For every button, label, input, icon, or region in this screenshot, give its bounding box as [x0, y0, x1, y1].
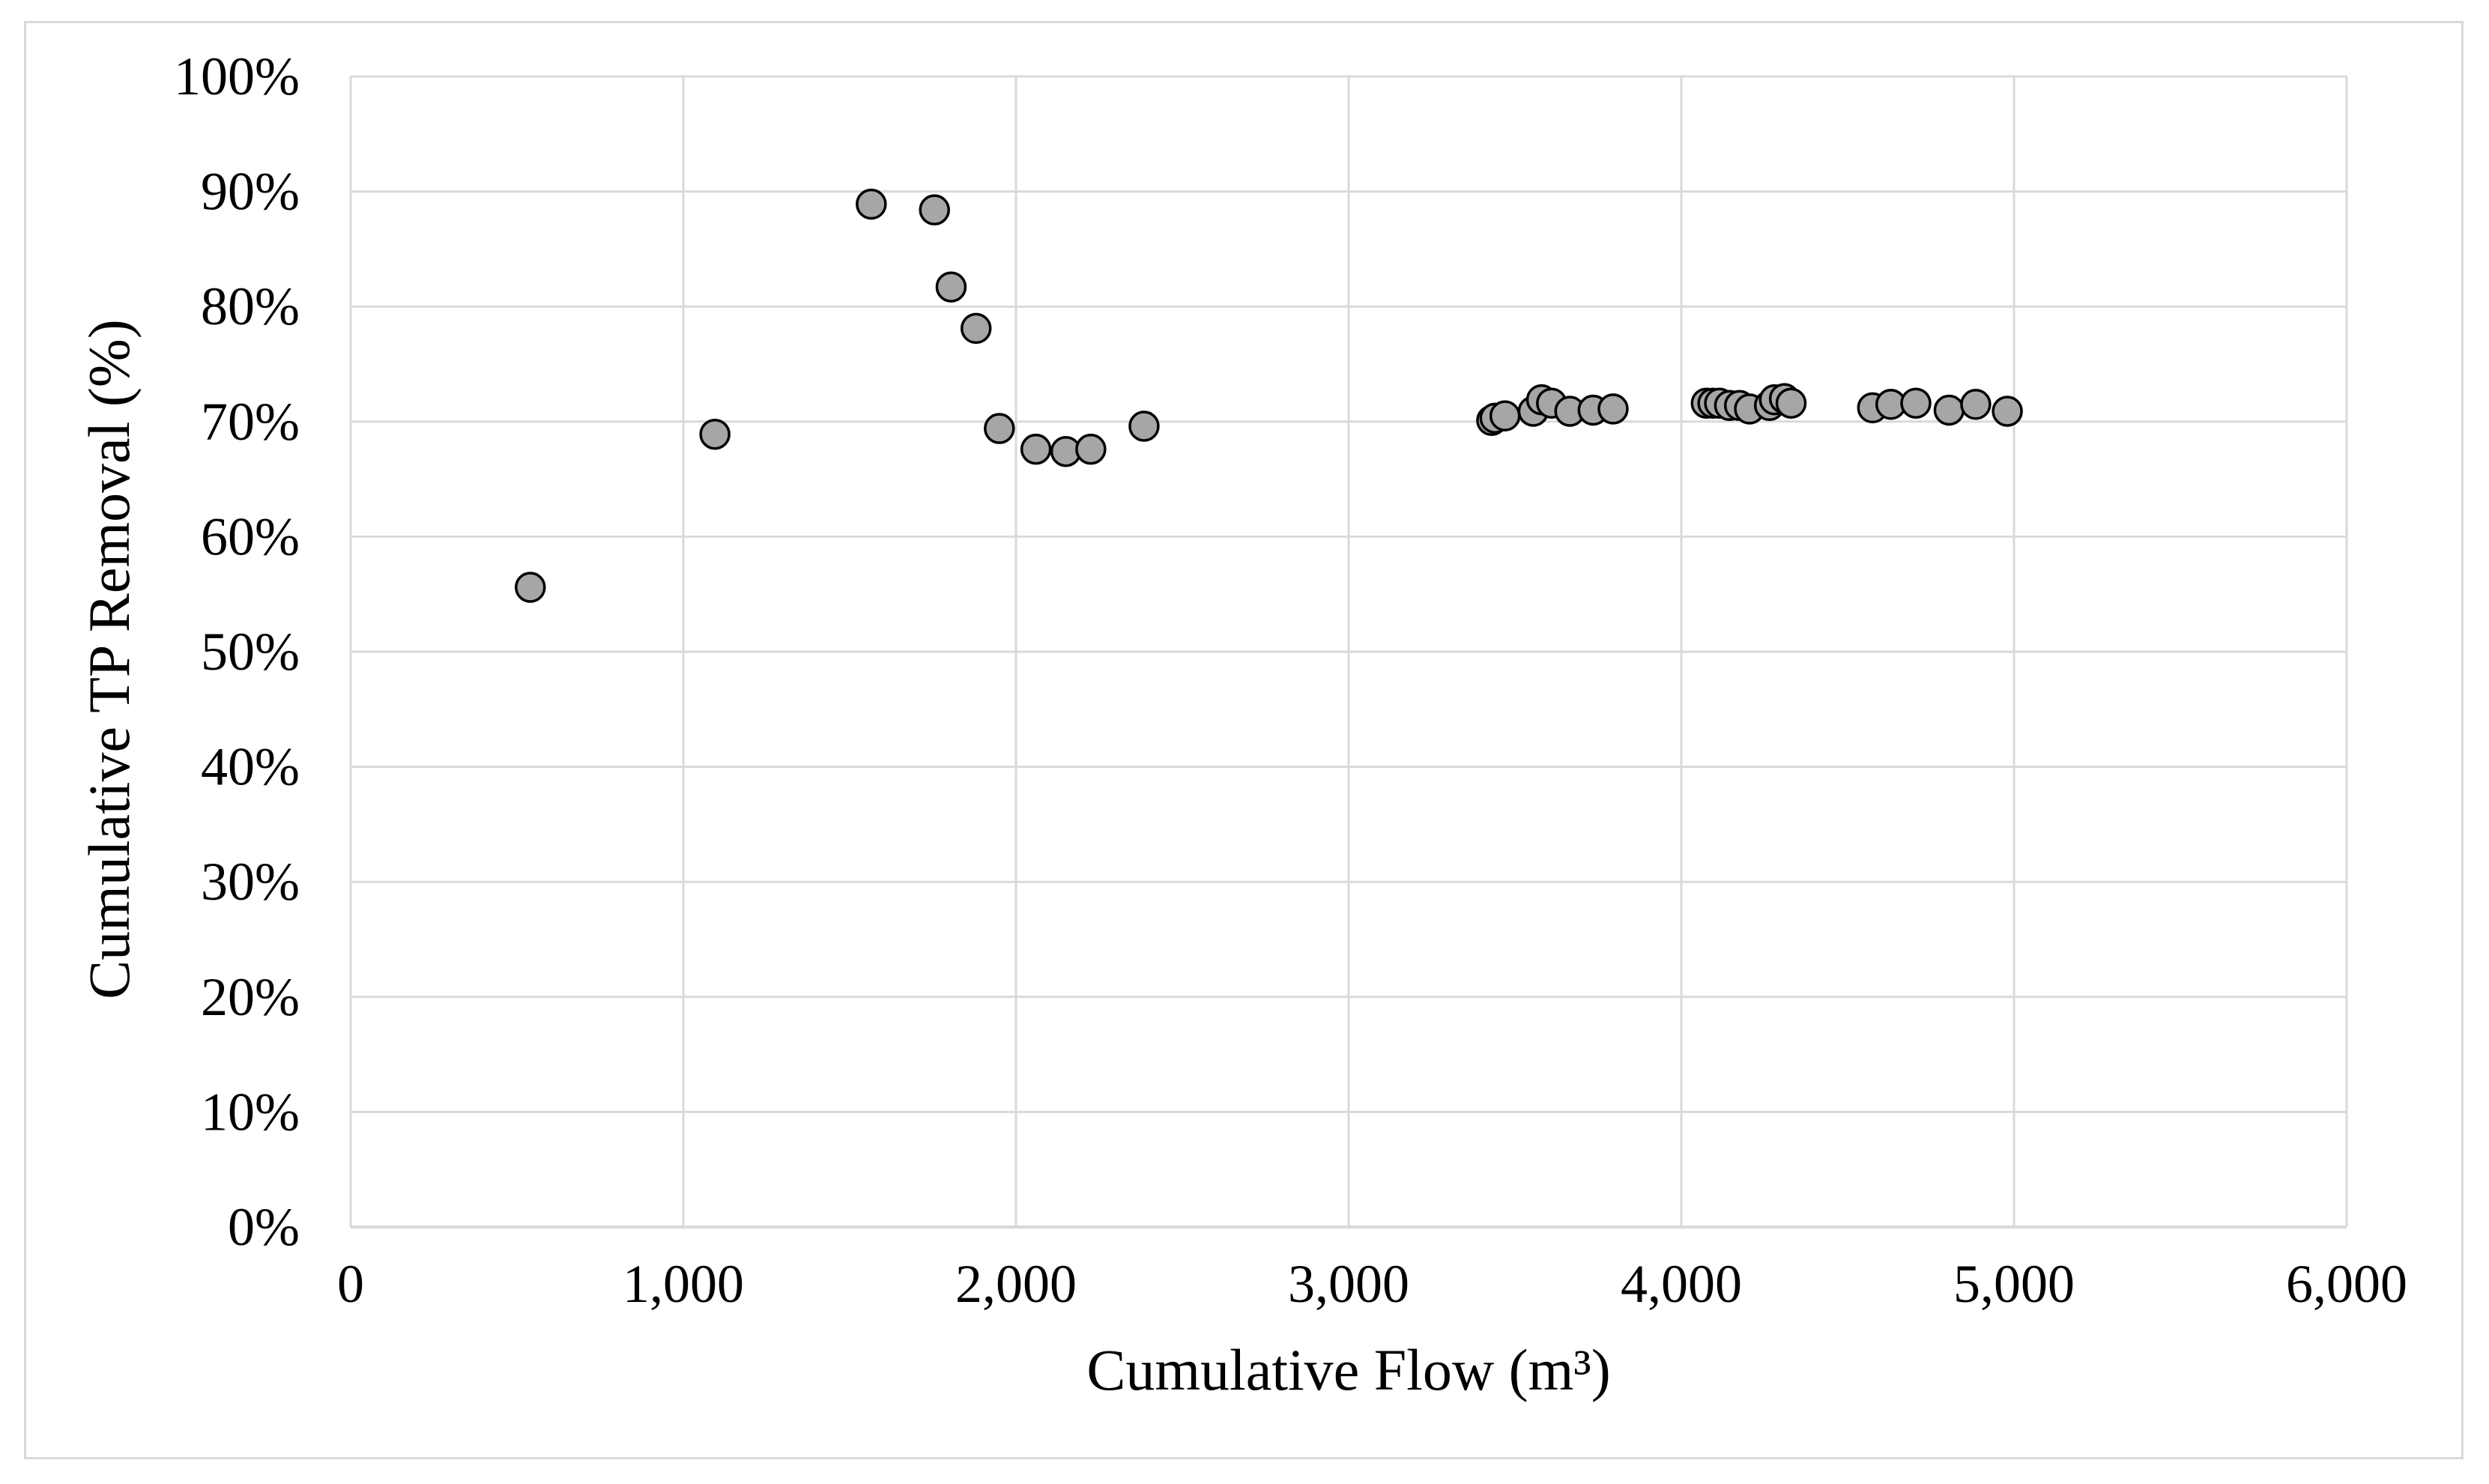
x-tick-label: 4,000	[1621, 1254, 1742, 1314]
data-point	[1597, 393, 1629, 425]
chart-frame	[24, 21, 2464, 1459]
y-tick-label: 70%	[201, 392, 300, 452]
x-axis-title: Cumulative Flow (m³)	[1086, 1337, 1610, 1402]
y-axis-title: Cumulative TP Removal (%)	[76, 319, 142, 999]
data-point	[935, 271, 967, 303]
data-point	[1900, 387, 1932, 419]
y-tick-label: 80%	[201, 276, 300, 336]
data-point	[984, 413, 1015, 444]
x-tick-label: 6,000	[2286, 1254, 2407, 1314]
data-point	[1960, 389, 1991, 420]
y-tick-label: 0%	[228, 1197, 300, 1257]
x-tick-label: 2,000	[955, 1254, 1077, 1314]
data-point	[1933, 394, 1965, 426]
data-points	[515, 188, 2023, 603]
grid-lines	[351, 75, 2348, 1227]
x-tick-label: 0	[337, 1254, 364, 1314]
y-tick-label: 10%	[201, 1082, 300, 1142]
data-point	[699, 418, 731, 450]
y-tick-label: 20%	[201, 967, 300, 1027]
data-point	[515, 572, 546, 603]
y-tick-label: 50%	[201, 622, 300, 682]
x-tick-label: 3,000	[1288, 1254, 1409, 1314]
y-tick-label: 30%	[201, 852, 300, 912]
axes	[349, 76, 2347, 1229]
data-point	[960, 312, 992, 345]
y-tick-label: 90%	[201, 162, 300, 222]
y-tick-labels: 0% 10% 20% 30% 40% 50% 60% 70% 80% 90% 100%	[174, 46, 300, 1257]
y-tick-label: 60%	[201, 506, 300, 566]
data-point	[1020, 433, 1052, 465]
y-tick-label: 100%	[174, 46, 300, 106]
data-point	[919, 194, 950, 225]
y-tick-label: 40%	[201, 737, 300, 797]
data-point	[1128, 411, 1160, 442]
data-point	[1489, 400, 1521, 431]
x-tick-labels: 0 1,000 2,000 3,000 4,000 5,000 6,000	[337, 1254, 2407, 1314]
x-tick-label: 1,000	[623, 1254, 744, 1314]
x-tick-label: 5,000	[1953, 1254, 2075, 1314]
data-point	[1991, 396, 2023, 427]
data-point	[856, 188, 887, 220]
data-point	[1775, 387, 1807, 419]
data-point	[1075, 433, 1107, 465]
